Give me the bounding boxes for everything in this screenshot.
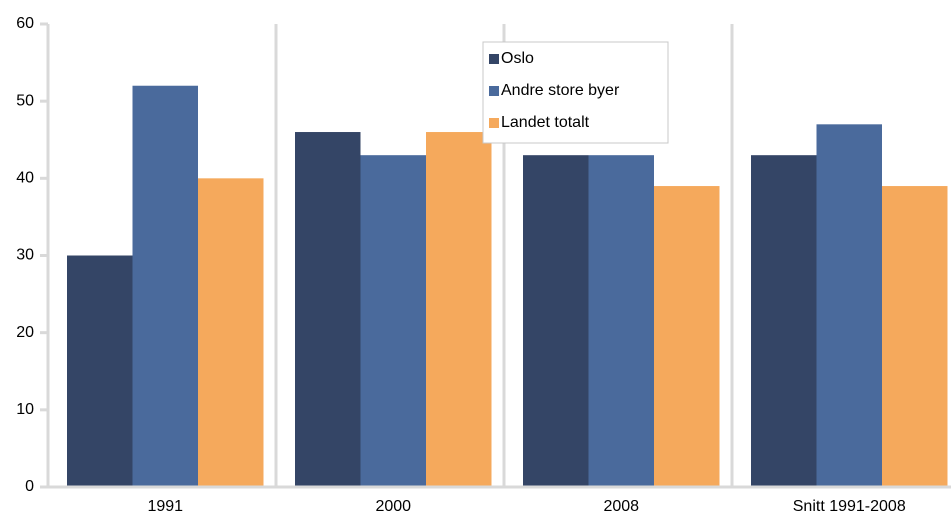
bar [654, 186, 720, 488]
legend-label: Landet totalt [501, 114, 590, 131]
x-tick-label: 2000 [375, 498, 411, 515]
y-tick-label: 60 [16, 15, 34, 32]
y-tick-label: 0 [25, 478, 34, 495]
bar [426, 132, 492, 488]
legend-label: Oslo [501, 50, 534, 67]
bar [751, 155, 817, 487]
legend-box [482, 41, 669, 144]
legend-swatch [489, 86, 499, 96]
bar [588, 155, 654, 487]
x-tick-label: 1991 [147, 498, 183, 515]
y-tick-label: 50 [16, 92, 34, 109]
bar [295, 132, 361, 488]
bar [360, 155, 426, 487]
x-tick-label: Snitt 1991-2008 [793, 498, 906, 515]
y-tick-label: 30 [16, 247, 34, 264]
bar [132, 85, 198, 487]
bar [67, 255, 133, 487]
bar [198, 178, 264, 488]
y-tick-label: 40 [16, 170, 34, 187]
legend-swatch [489, 54, 499, 64]
bar [816, 124, 882, 488]
legend-label: Andre store byer [501, 82, 620, 99]
legend-swatch [489, 118, 499, 128]
x-tick-label: 2008 [603, 498, 639, 515]
y-tick-label: 10 [16, 401, 34, 418]
y-tick-label: 20 [16, 324, 34, 341]
bar [523, 155, 589, 487]
bar [882, 186, 948, 488]
